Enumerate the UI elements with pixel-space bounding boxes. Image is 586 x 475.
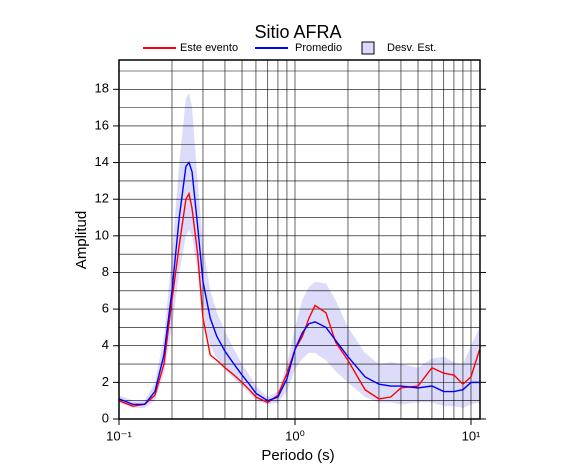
y-tick-label: 0	[102, 410, 109, 425]
chart-title: Sitio AFRA	[254, 22, 341, 42]
std-band	[119, 92, 480, 409]
y-axis-label: Amplitud	[73, 211, 90, 269]
y-tick-label: 6	[102, 301, 109, 316]
y-tick-label: 14	[95, 154, 109, 169]
x-tick-label: 10⁻¹	[106, 428, 132, 443]
series-line	[118, 161, 480, 406]
y-tick-label: 16	[95, 117, 109, 132]
x-tick-label: 10¹	[462, 428, 481, 443]
plot-frame	[118, 59, 481, 420]
x-tick-label: 10⁰	[285, 428, 305, 443]
x-axis-label: Periodo (s)	[261, 447, 334, 464]
legend-swatch	[361, 41, 375, 55]
y-tick-label: 18	[95, 81, 109, 96]
legend-label: Promedio	[295, 42, 342, 54]
y-tick-label: 4	[102, 337, 109, 352]
legend-label: Desv. Est.	[387, 42, 436, 54]
y-tick-label: 2	[102, 374, 109, 389]
y-tick-label: 8	[102, 264, 109, 279]
y-tick-label: 10	[95, 227, 109, 242]
legend-label: Este evento	[180, 42, 238, 54]
y-tick-label: 12	[95, 191, 109, 206]
